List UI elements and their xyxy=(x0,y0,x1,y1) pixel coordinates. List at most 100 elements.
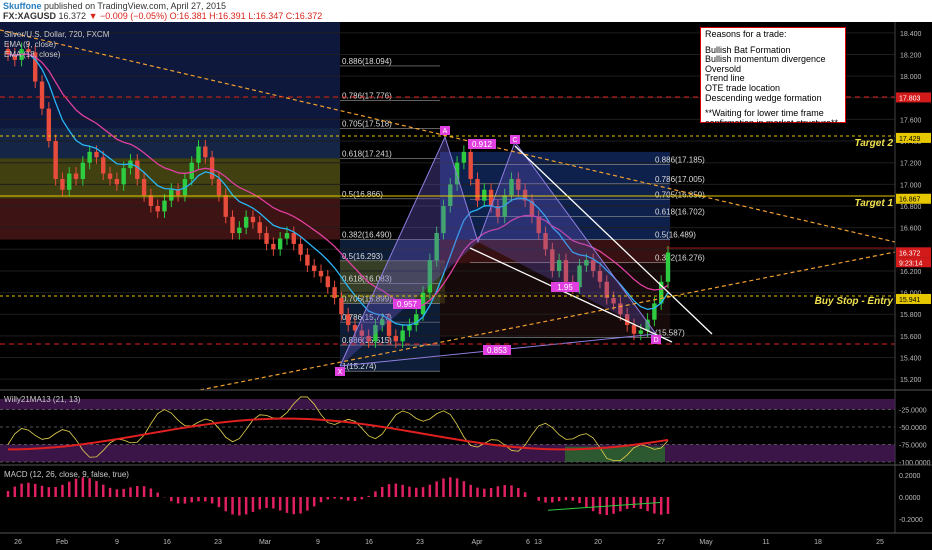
x-tick-label: 6 xyxy=(526,539,530,546)
candle-body xyxy=(39,81,45,109)
candle-body xyxy=(5,49,11,55)
candle-body xyxy=(563,260,569,282)
price-tag xyxy=(896,193,931,204)
willy-panel: -25.0000 -50.0000 -75.0000 -100.0000 xyxy=(0,396,931,467)
candle-body xyxy=(475,178,480,201)
candle-body xyxy=(189,162,194,179)
time-axis: 26 Feb 9 16 23 Mar 9 16 23 Apr 6 13 20 27 May 11 18 25 xyxy=(14,539,884,546)
author-name[interactable]: Skuffone xyxy=(3,1,42,11)
candle-body xyxy=(162,200,167,212)
divergence-box xyxy=(565,446,665,462)
reason-note: **Waiting for lower time frame xyxy=(705,108,824,119)
candle-body xyxy=(522,189,528,201)
candle-body xyxy=(237,227,242,234)
candle-body xyxy=(339,298,344,315)
y-tick-label: 15.600 xyxy=(900,334,922,341)
fib-label: 0.382(16.490) xyxy=(342,231,392,240)
candle-body xyxy=(298,243,303,255)
price-tag-label: 16.867 xyxy=(899,197,921,204)
ratio-marker xyxy=(551,282,579,292)
y-tick-label: 17.600 xyxy=(900,117,922,124)
target-labels: Target 2 Target 1 Buy Stop - Entry xyxy=(815,138,894,307)
candle-body xyxy=(257,222,262,234)
candle-body xyxy=(60,178,65,190)
fib-label: 0.5(16.866) xyxy=(342,190,383,199)
x-tick-label: 18 xyxy=(814,539,822,546)
last-price: 16.372 xyxy=(58,11,87,21)
pattern-points: X A C D 0.912 0.957 0.853 1.95 xyxy=(335,126,661,376)
candle-body xyxy=(53,141,58,179)
candle-body xyxy=(67,173,72,190)
point-label: C xyxy=(512,137,517,144)
candle-body xyxy=(216,178,222,196)
fib-zone xyxy=(440,239,670,264)
candle-body xyxy=(284,233,290,239)
point-marker xyxy=(335,367,345,376)
price-tag xyxy=(896,92,931,103)
x-tick-label: 13 xyxy=(534,539,542,546)
buy-stop-label: Buy Stop - Entry xyxy=(815,296,894,307)
change: −0.009 (−0.05%) xyxy=(100,11,168,21)
candle-body xyxy=(243,216,249,228)
point-marker xyxy=(651,335,661,344)
candle-body xyxy=(80,162,86,179)
candle-body xyxy=(597,270,603,282)
candle-body xyxy=(373,325,378,342)
target-1-label: Target 1 xyxy=(854,198,893,209)
candle-body xyxy=(407,325,412,331)
legend-ema18: EMA (18, close) xyxy=(4,50,61,59)
x-tick-label: 27 xyxy=(657,539,665,546)
fib-label: 0.5(16.489) xyxy=(655,231,696,240)
ratio-label: 0.957 xyxy=(397,300,418,309)
symbol: FX:XAGUSD xyxy=(3,11,57,21)
ratio-label: 1.95 xyxy=(557,283,573,292)
price-tag xyxy=(896,257,931,268)
y-tick-label: 18.000 xyxy=(900,74,922,81)
x-tick-label: 9 xyxy=(316,539,320,546)
reason-item: Bullish momentum divergence xyxy=(705,54,826,65)
candle-body xyxy=(209,157,215,179)
ratio-marker xyxy=(468,139,496,149)
publisher-line: Skuffone published on TradingView.com, A… xyxy=(3,1,226,11)
reason-item: Oversold xyxy=(705,63,742,74)
price-tag-label: 17.429 xyxy=(899,136,921,143)
candle-body xyxy=(169,189,174,201)
fib-label: 0.618(17.241) xyxy=(342,149,392,158)
fib-zones xyxy=(0,22,670,372)
y-tick-label: 16.800 xyxy=(900,204,922,211)
candle-body xyxy=(325,276,330,288)
x-tick-label: 25 xyxy=(876,539,884,546)
x-tick-label: 16 xyxy=(365,539,373,546)
bat-pattern xyxy=(339,135,657,367)
reasons-title: Reasons for a trade: xyxy=(705,29,787,39)
price-tag xyxy=(896,247,931,258)
fib-label: 0.618(16.702) xyxy=(655,208,705,217)
legend-title: Silver/U.S. Dollar, 720, FXCM xyxy=(4,30,110,39)
y-tick-label: 16.200 xyxy=(900,269,922,276)
candle-body xyxy=(94,151,99,158)
candle-body xyxy=(46,108,52,142)
candle-body xyxy=(448,184,453,206)
candle-body xyxy=(352,325,358,331)
y-tick-label: 17.200 xyxy=(900,161,922,168)
x-tick-label: 20 xyxy=(594,539,602,546)
x-tick-label: 11 xyxy=(762,539,769,546)
open: O:16.381 xyxy=(169,11,207,21)
candle-body xyxy=(141,178,147,196)
fib-label: 0.786(17.776) xyxy=(342,91,392,100)
candle-body xyxy=(611,298,616,304)
candle-body xyxy=(604,281,609,298)
header-bar: Skuffone published on TradingView.com, A… xyxy=(0,0,932,22)
ema-9-line xyxy=(7,53,669,326)
fib-label: 0.886(17.185) xyxy=(655,155,705,164)
candle-body xyxy=(509,178,514,196)
candle-body xyxy=(461,151,467,163)
x-tick-label: 23 xyxy=(416,539,424,546)
candle-body xyxy=(556,260,562,271)
overbought-zone xyxy=(0,399,895,410)
reason-item: OTE trade location xyxy=(705,82,781,93)
candle-body xyxy=(624,314,630,326)
candle-body xyxy=(182,178,188,196)
